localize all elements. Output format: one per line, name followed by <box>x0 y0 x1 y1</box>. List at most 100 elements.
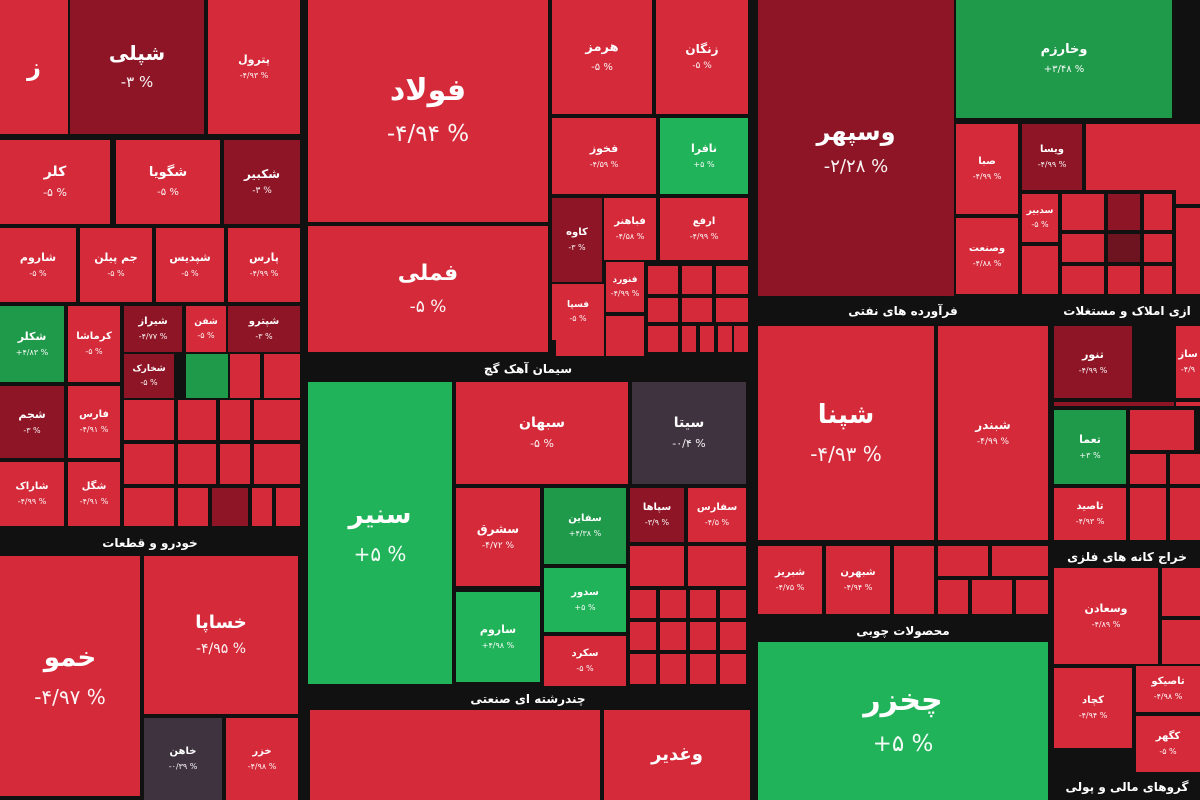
filler-cell[interactable] <box>734 326 748 352</box>
filler-cell[interactable] <box>1170 454 1200 484</box>
tile-45[interactable]: سشرق -۴/۷۲ % <box>456 488 540 586</box>
tile-30[interactable]: شفن -۵ % <box>186 306 226 352</box>
tile-26[interactable]: فسپا -۵ % <box>552 284 604 340</box>
tile-53[interactable]: شبریز -۴/۷۵ % <box>758 546 822 614</box>
filler-cell[interactable] <box>124 400 174 440</box>
filler-cell[interactable] <box>1144 266 1172 294</box>
filler-cell[interactable] <box>1170 488 1200 540</box>
tile-61[interactable]: وغدیر <box>604 710 750 800</box>
tile-23[interactable]: وصنعت -۴/۸۸ % <box>956 218 1018 294</box>
filler-cell[interactable] <box>992 546 1048 576</box>
filler-cell[interactable] <box>1176 208 1200 294</box>
filler-cell[interactable] <box>1108 194 1140 230</box>
filler-cell[interactable] <box>230 354 260 398</box>
tile-24[interactable]: سدبیر -۵ % <box>1022 194 1058 242</box>
tile-41[interactable]: شبندر -۴/۹۹ % <box>938 326 1048 540</box>
tile-4[interactable]: هرمز -۵ % <box>552 0 652 114</box>
filler-cell[interactable] <box>254 400 300 440</box>
tile-11[interactable]: فخوز -۴/۵۹ % <box>552 118 656 194</box>
filler-cell[interactable] <box>1176 402 1200 406</box>
tile-17[interactable]: شپدیس -۵ % <box>156 228 224 302</box>
filler-cell[interactable] <box>938 580 968 614</box>
tile-27[interactable]: شکلر +۴/۸۳ % <box>0 306 64 382</box>
filler-cell[interactable] <box>1162 620 1200 664</box>
tile-29[interactable]: شیراز -۴/۷۷ % <box>124 306 182 352</box>
filler-cell[interactable] <box>124 444 174 484</box>
tile-21[interactable]: فباهنر -۴/۵۸ % <box>604 198 656 260</box>
filler-cell[interactable] <box>178 444 216 484</box>
tile-59[interactable]: خاهن -۰/۳۹ % <box>144 718 222 800</box>
filler-cell[interactable] <box>264 354 300 398</box>
filler-cell[interactable] <box>630 654 656 684</box>
filler-cell[interactable] <box>1144 194 1172 230</box>
tile-64[interactable]: کگهر -۵ % <box>1136 716 1200 772</box>
filler-cell[interactable] <box>630 590 656 618</box>
filler-cell[interactable] <box>1086 124 1176 190</box>
filler-cell[interactable] <box>1062 234 1104 262</box>
tile-57[interactable]: وسعادن -۴/۸۹ % <box>1054 568 1158 664</box>
tile-58[interactable]: چخزر +۵ % <box>758 642 1048 800</box>
tile-40[interactable]: شپنا -۴/۹۳ % <box>758 326 934 540</box>
tile-60[interactable]: خزر -۴/۹۸ % <box>226 718 298 800</box>
filler-cell[interactable] <box>720 590 746 618</box>
tile-31[interactable]: شپترو -۳ % <box>228 306 300 352</box>
filler-cell[interactable] <box>310 710 600 800</box>
tile-5[interactable]: زنگان -۵ % <box>656 0 748 114</box>
tile-55[interactable]: خساپا -۴/۹۵ % <box>144 556 298 714</box>
tile-62[interactable]: تاصیکو -۴/۹۸ % <box>1136 666 1200 712</box>
tile-19[interactable]: فملی -۵ % <box>308 226 548 352</box>
tile-51[interactable]: سدور +۵ % <box>544 568 626 632</box>
tile-33[interactable]: شجم -۳ % <box>0 386 64 458</box>
tile-1[interactable]: شپلی -۳ % <box>70 0 204 134</box>
tile-13[interactable]: صبا -۴/۹۹ % <box>956 124 1018 214</box>
tile-2[interactable]: پترول -۴/۹۳ % <box>208 0 300 134</box>
filler-cell[interactable] <box>682 266 712 294</box>
tile-20[interactable]: کاوه -۳ % <box>552 198 602 282</box>
tile-44[interactable]: تعما +۳ % <box>1054 410 1126 484</box>
filler-cell[interactable] <box>630 546 684 586</box>
tile-63[interactable]: کچاد -۴/۹۴ % <box>1054 668 1132 748</box>
tile-39[interactable]: سیتا -۰/۴ % <box>632 382 746 484</box>
filler-cell[interactable] <box>682 298 712 322</box>
filler-cell[interactable] <box>688 546 746 586</box>
tile-14[interactable]: ویسا -۴/۹۹ % <box>1022 124 1082 190</box>
filler-cell[interactable] <box>690 654 716 684</box>
tile-15[interactable]: شاروم -۵ % <box>0 228 76 302</box>
filler-cell[interactable] <box>1016 580 1048 614</box>
filler-cell[interactable] <box>720 622 746 650</box>
tile-42[interactable]: تنور -۴/۹۹ % <box>1054 326 1132 398</box>
tile-0[interactable]: ز <box>0 0 68 134</box>
tile-8[interactable]: کلر -۵ % <box>0 140 110 224</box>
filler-cell[interactable] <box>690 622 716 650</box>
tile-50[interactable]: ساروم +۴/۹۸ % <box>456 592 540 682</box>
filler-cell[interactable] <box>648 326 678 352</box>
filler-cell[interactable] <box>606 316 644 356</box>
filler-cell[interactable] <box>1062 194 1104 230</box>
filler-cell[interactable] <box>720 654 746 684</box>
tile-43[interactable]: ساز -۴/۹ <box>1176 326 1200 398</box>
tile-9[interactable]: شگویا -۵ % <box>116 140 220 224</box>
filler-cell[interactable] <box>700 326 714 352</box>
filler-cell[interactable] <box>1130 454 1166 484</box>
filler-cell[interactable] <box>1108 266 1140 294</box>
tile-25[interactable]: فنورد -۴/۹۹ % <box>606 262 644 312</box>
tile-18[interactable]: پارس -۴/۹۹ % <box>228 228 300 302</box>
filler-cell[interactable] <box>186 354 228 398</box>
filler-cell[interactable] <box>252 488 272 526</box>
tile-56[interactable]: خمو -۴/۹۷ % <box>0 556 140 796</box>
filler-cell[interactable] <box>718 326 732 352</box>
filler-cell[interactable] <box>212 488 248 526</box>
filler-cell[interactable] <box>178 400 216 440</box>
tile-10[interactable]: شکبیر -۳ % <box>224 140 300 224</box>
filler-cell[interactable] <box>220 444 250 484</box>
filler-cell[interactable] <box>178 488 208 526</box>
filler-cell[interactable] <box>124 488 174 526</box>
filler-cell[interactable] <box>276 488 300 526</box>
filler-cell[interactable] <box>1130 410 1194 450</box>
filler-cell[interactable] <box>1054 402 1174 406</box>
tile-34[interactable]: فارس -۴/۹۱ % <box>68 386 120 458</box>
filler-cell[interactable] <box>1144 234 1172 262</box>
filler-cell[interactable] <box>220 400 250 440</box>
tile-16[interactable]: جم پیلن -۵ % <box>80 228 152 302</box>
tile-38[interactable]: سبهان -۵ % <box>456 382 628 484</box>
